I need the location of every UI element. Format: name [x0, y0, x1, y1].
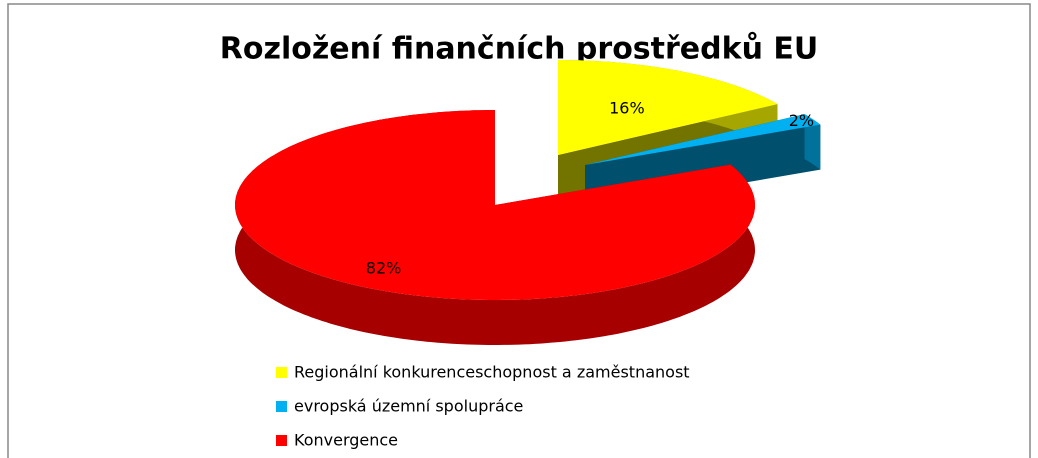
slice-top [235, 110, 755, 300]
legend-label: Konvergence [294, 431, 398, 450]
legend-swatch [276, 401, 287, 412]
value-label: 82% [366, 259, 402, 278]
legend-label: Regionální konkurenceschopnost a zaměstn… [294, 363, 690, 382]
value-label: 16% [609, 99, 645, 118]
chart-title: Rozložení finančních prostředků EU [220, 31, 818, 67]
slice-top [558, 60, 778, 155]
slice-top [585, 114, 821, 165]
legend-label: evropská územní spolupráce [294, 397, 523, 416]
slice-wall [804, 114, 821, 170]
legend-swatch [276, 435, 287, 446]
pie-slice [235, 110, 755, 345]
legend-swatch [276, 367, 287, 378]
value-label: 2% [789, 111, 814, 130]
